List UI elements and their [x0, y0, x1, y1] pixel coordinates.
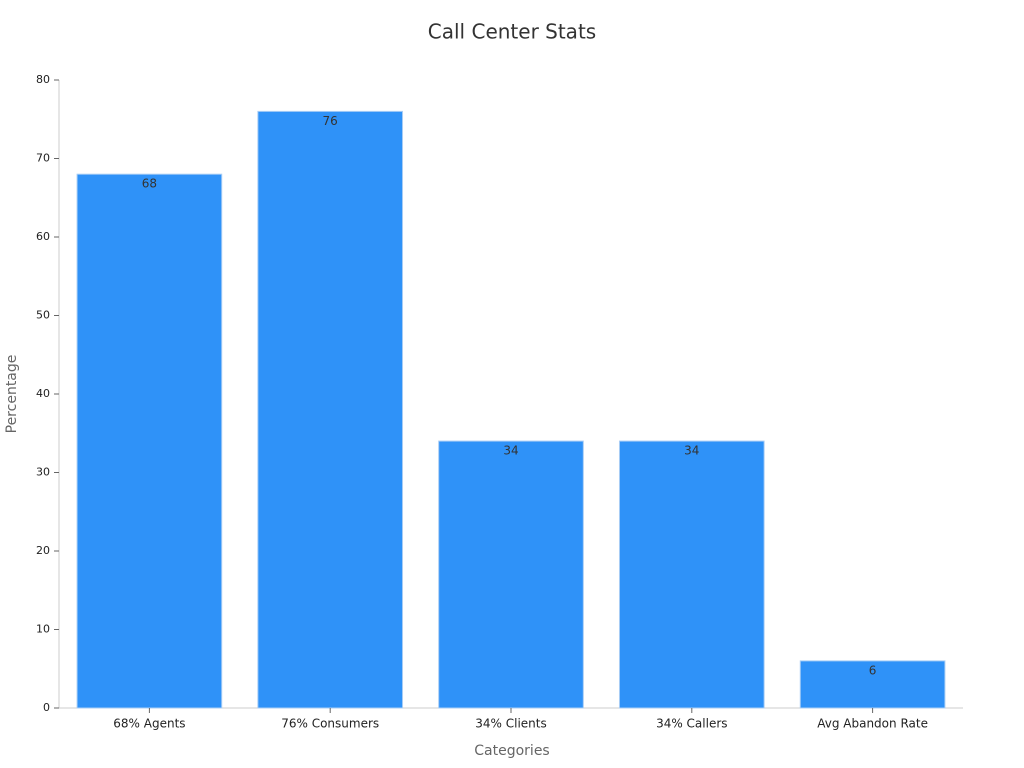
y-tick-label: 20 [36, 544, 50, 557]
value-label: 34 [503, 444, 518, 458]
value-label: 34 [684, 444, 699, 458]
y-tick-label: 30 [36, 466, 50, 479]
value-label: 68 [142, 177, 157, 191]
chart-title: Call Center Stats [428, 20, 596, 44]
y-tick-label: 40 [36, 387, 50, 400]
y-tick-label: 80 [36, 73, 50, 86]
bar [438, 440, 584, 709]
x-axis-label: Categories [474, 743, 549, 759]
y-tick-label: 70 [36, 152, 50, 165]
x-tick-label: Avg Abandon Rate [817, 717, 928, 731]
y-tick-label: 0 [43, 701, 50, 714]
y-tick-label: 60 [36, 230, 50, 243]
bar [618, 440, 765, 709]
y-axis-label: Percentage [4, 355, 20, 434]
bar [257, 110, 404, 709]
x-tick-label: 68% Agents [113, 717, 185, 731]
bar [76, 173, 223, 709]
value-label: 6 [869, 663, 877, 677]
x-tick-label: 34% Callers [656, 717, 727, 731]
bar [799, 660, 946, 709]
y-tick-label: 50 [36, 309, 50, 322]
x-tick-label: 76% Consumers [281, 717, 379, 731]
x-tick-label: 34% Clients [475, 717, 546, 731]
y-tick-label: 10 [36, 623, 50, 636]
value-label: 76 [323, 114, 338, 128]
